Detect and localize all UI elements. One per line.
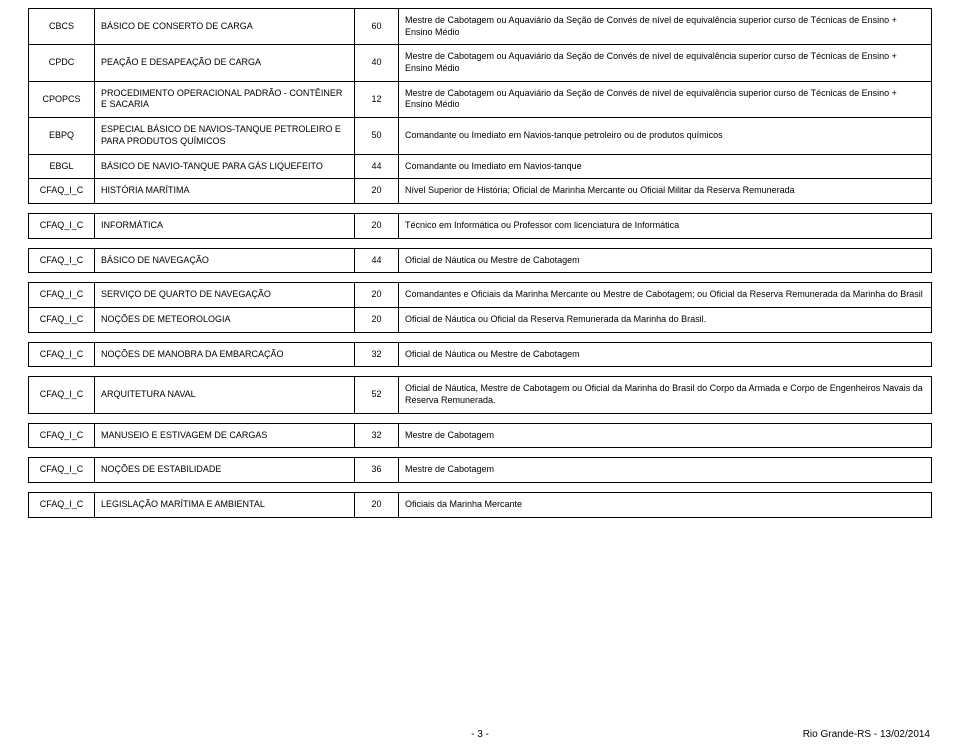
requirement-cell: Oficial de Náutica ou Mestre de Cabotage… xyxy=(399,248,932,273)
code-cell: CFAQ_I_C xyxy=(29,307,95,332)
hours-cell: 20 xyxy=(355,213,399,238)
code-cell: CFAQ_I_C xyxy=(29,458,95,483)
table-row: CFAQ_I_CMANUSEIO E ESTIVAGEM DE CARGAS32… xyxy=(29,423,932,448)
table-row: CFAQ_I_CNOÇÕES DE ESTABILIDADE36Mestre d… xyxy=(29,458,932,483)
requirement-cell: Comandante ou Imediato em Navios-tanque … xyxy=(399,118,932,154)
hours-cell: 44 xyxy=(355,248,399,273)
requirement-cell: Mestre de Cabotagem ou Aquaviário da Seç… xyxy=(399,81,932,117)
code-cell: CFAQ_I_C xyxy=(29,283,95,308)
code-cell: CFAQ_I_C xyxy=(29,248,95,273)
hours-cell: 44 xyxy=(355,154,399,179)
hours-cell: 32 xyxy=(355,342,399,367)
spacer-row xyxy=(29,238,932,248)
requirement-cell: Mestre de Cabotagem xyxy=(399,423,932,448)
table-row: CPOPCSPROCEDIMENTO OPERACIONAL PADRÃO - … xyxy=(29,81,932,117)
title-cell: PROCEDIMENTO OPERACIONAL PADRÃO - CONTÊI… xyxy=(95,81,355,117)
code-cell: CFAQ_I_C xyxy=(29,342,95,367)
requirement-cell: Oficial de Náutica ou Oficial da Reserva… xyxy=(399,307,932,332)
requirement-cell: Comandante ou Imediato em Navios-tanque xyxy=(399,154,932,179)
code-cell: CFAQ_I_C xyxy=(29,377,95,413)
table-row: CFAQ_I_CNOÇÕES DE METEOROLOGIA20Oficial … xyxy=(29,307,932,332)
code-cell: CBCS xyxy=(29,9,95,45)
title-cell: ESPECIAL BÁSICO DE NAVIOS-TANQUE PETROLE… xyxy=(95,118,355,154)
requirement-cell: Nível Superior de História; Oficial de M… xyxy=(399,179,932,204)
hours-cell: 40 xyxy=(355,45,399,81)
spacer-row xyxy=(29,413,932,423)
title-cell: INFORMÁTICA xyxy=(95,213,355,238)
table-row: CFAQ_I_CARQUITETURA NAVAL52Oficial de Ná… xyxy=(29,377,932,413)
requirement-cell: Mestre de Cabotagem ou Aquaviário da Seç… xyxy=(399,9,932,45)
requirement-cell: Oficiais da Marinha Mercante xyxy=(399,493,932,518)
hours-cell: 20 xyxy=(355,307,399,332)
spacer-row xyxy=(29,273,932,283)
code-cell: CFAQ_I_C xyxy=(29,423,95,448)
hours-cell: 12 xyxy=(355,81,399,117)
table-row: CFAQ_I_CHISTÓRIA MARÍTIMA20Nível Superio… xyxy=(29,179,932,204)
spacer-row xyxy=(29,483,932,493)
table-row: CFAQ_I_CBÁSICO DE NAVEGAÇÃO44Oficial de … xyxy=(29,248,932,273)
code-cell: EBGL xyxy=(29,154,95,179)
code-cell: CFAQ_I_C xyxy=(29,213,95,238)
footer-date: Rio Grande-RS - 13/02/2014 xyxy=(803,729,930,740)
title-cell: MANUSEIO E ESTIVAGEM DE CARGAS xyxy=(95,423,355,448)
hours-cell: 50 xyxy=(355,118,399,154)
spacer-row xyxy=(29,367,932,377)
spacer-row xyxy=(29,448,932,458)
title-cell: ARQUITETURA NAVAL xyxy=(95,377,355,413)
title-cell: BÁSICO DE CONSERTO DE CARGA xyxy=(95,9,355,45)
code-cell: CPDC xyxy=(29,45,95,81)
hours-cell: 20 xyxy=(355,179,399,204)
title-cell: NOÇÕES DE METEOROLOGIA xyxy=(95,307,355,332)
title-cell: BÁSICO DE NAVEGAÇÃO xyxy=(95,248,355,273)
table-row: CFAQ_I_CINFORMÁTICA20Técnico em Informát… xyxy=(29,213,932,238)
hours-cell: 20 xyxy=(355,493,399,518)
code-cell: CFAQ_I_C xyxy=(29,493,95,518)
hours-cell: 36 xyxy=(355,458,399,483)
hours-cell: 20 xyxy=(355,283,399,308)
requirement-cell: Mestre de Cabotagem xyxy=(399,458,932,483)
page-number: - 3 - xyxy=(471,729,489,740)
table-row: CFAQ_I_CSERVIÇO DE QUARTO DE NAVEGAÇÃO20… xyxy=(29,283,932,308)
table-row: EBPQESPECIAL BÁSICO DE NAVIOS-TANQUE PET… xyxy=(29,118,932,154)
course-table: CBCSBÁSICO DE CONSERTO DE CARGA60Mestre … xyxy=(28,8,932,518)
hours-cell: 52 xyxy=(355,377,399,413)
title-cell: NOÇÕES DE MANOBRA DA EMBARCAÇÃO xyxy=(95,342,355,367)
spacer-row xyxy=(29,332,932,342)
table-row: CBCSBÁSICO DE CONSERTO DE CARGA60Mestre … xyxy=(29,9,932,45)
title-cell: BÁSICO DE NAVIO-TANQUE PARA GÁS LIQUEFEI… xyxy=(95,154,355,179)
title-cell: PEAÇÃO E DESAPEAÇÃO DE CARGA xyxy=(95,45,355,81)
code-cell: EBPQ xyxy=(29,118,95,154)
requirement-cell: Mestre de Cabotagem ou Aquaviário da Seç… xyxy=(399,45,932,81)
hours-cell: 32 xyxy=(355,423,399,448)
code-cell: CPOPCS xyxy=(29,81,95,117)
spacer-row xyxy=(29,203,932,213)
title-cell: SERVIÇO DE QUARTO DE NAVEGAÇÃO xyxy=(95,283,355,308)
title-cell: NOÇÕES DE ESTABILIDADE xyxy=(95,458,355,483)
title-cell: LEGISLAÇÃO MARÍTIMA E AMBIENTAL xyxy=(95,493,355,518)
hours-cell: 60 xyxy=(355,9,399,45)
requirement-cell: Oficial de Náutica ou Mestre de Cabotage… xyxy=(399,342,932,367)
table-row: CFAQ_I_CNOÇÕES DE MANOBRA DA EMBARCAÇÃO3… xyxy=(29,342,932,367)
title-cell: HISTÓRIA MARÍTIMA xyxy=(95,179,355,204)
requirement-cell: Técnico em Informática ou Professor com … xyxy=(399,213,932,238)
table-row: CFAQ_I_CLEGISLAÇÃO MARÍTIMA E AMBIENTAL2… xyxy=(29,493,932,518)
table-row: CPDCPEAÇÃO E DESAPEAÇÃO DE CARGA40Mestre… xyxy=(29,45,932,81)
requirement-cell: Oficial de Náutica, Mestre de Cabotagem … xyxy=(399,377,932,413)
code-cell: CFAQ_I_C xyxy=(29,179,95,204)
requirement-cell: Comandantes e Oficiais da Marinha Mercan… xyxy=(399,283,932,308)
table-row: EBGLBÁSICO DE NAVIO-TANQUE PARA GÁS LIQU… xyxy=(29,154,932,179)
